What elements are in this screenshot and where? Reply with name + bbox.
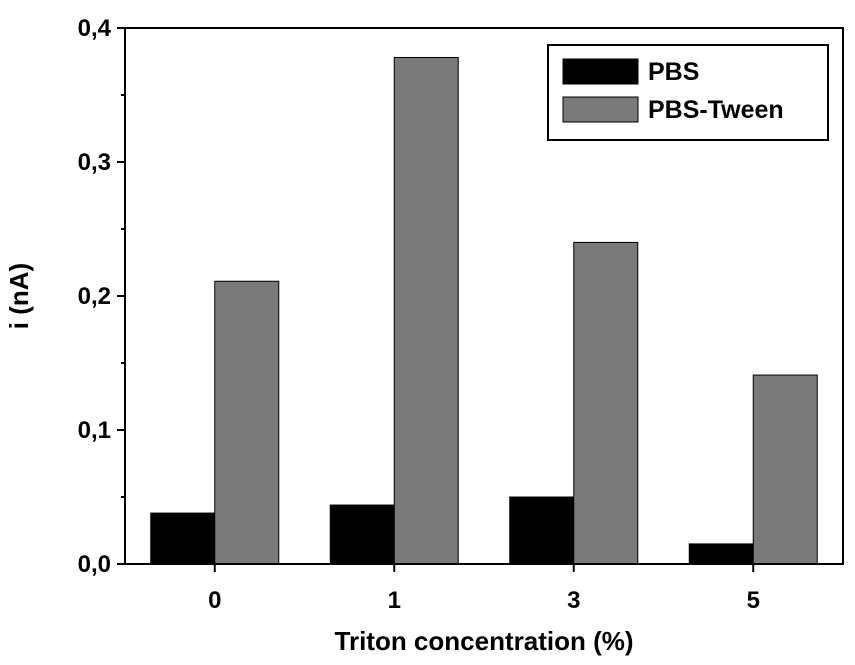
y-tick-label: 0,3 [78, 149, 111, 176]
y-tick-label: 0,2 [78, 283, 111, 310]
bar-pbs-tween-3 [573, 241, 639, 565]
bar-pbs-0 [150, 512, 216, 565]
y-axis-title: i (nA) [4, 263, 34, 329]
y-tick-label: 0,4 [78, 15, 112, 42]
bar-pbs-1 [329, 504, 395, 565]
legend: PBS PBS-Tween [547, 44, 829, 141]
x-axis-title: Triton concentration (%) [335, 626, 634, 656]
x-tick-label: 1 [388, 587, 401, 614]
y-tick-label: 0,1 [78, 417, 111, 444]
legend-label-pbs: PBS [648, 58, 699, 86]
bar-pbs-3 [509, 496, 575, 565]
x-tick-label: 0 [208, 587, 221, 614]
legend-swatch-pbs-tween [562, 96, 639, 123]
bar-pbs-tween-5 [752, 374, 818, 565]
legend-swatch-pbs [562, 58, 639, 85]
bar-pbs-5 [688, 543, 754, 565]
y-axis-ticks: 0,0 0,1 0,2 0,3 0,4 [78, 15, 125, 578]
bars-group [150, 56, 818, 565]
y-tick-label: 0,0 [78, 551, 111, 578]
x-tick-label: 5 [747, 587, 760, 614]
x-axis-ticks: 0 1 3 5 [208, 564, 760, 614]
x-tick-label: 3 [567, 587, 580, 614]
legend-label-pbs-tween: PBS-Tween [648, 96, 784, 124]
bar-pbs-tween-0 [214, 280, 280, 565]
bar-pbs-tween-1 [393, 56, 459, 565]
plot-frame [124, 27, 844, 565]
